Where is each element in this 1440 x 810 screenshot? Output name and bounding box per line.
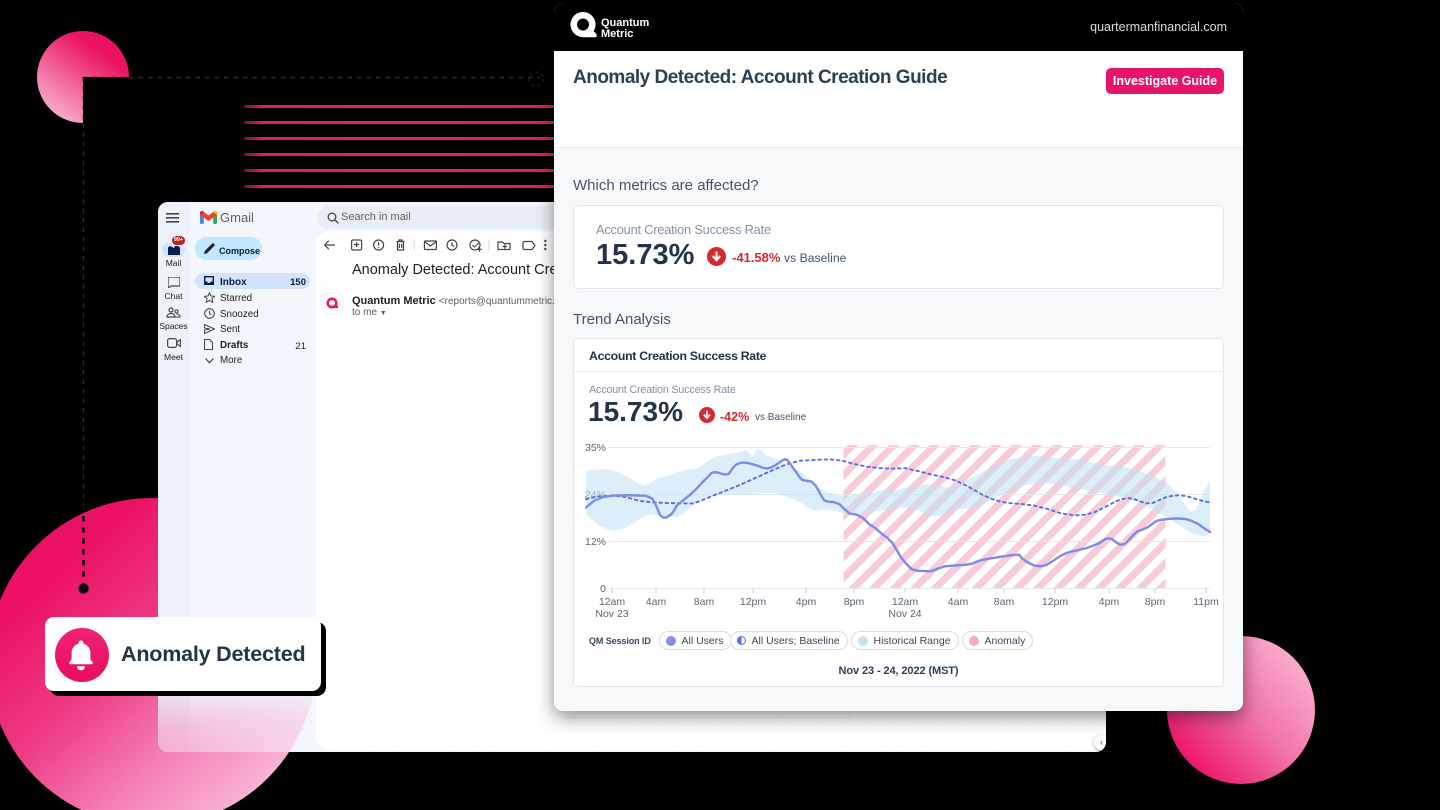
svg-text:Metric: Metric bbox=[601, 28, 633, 40]
svg-text:12%: 12% bbox=[585, 536, 606, 548]
svg-text:12pm: 12pm bbox=[740, 596, 767, 608]
svg-text:12pm: 12pm bbox=[1042, 596, 1069, 608]
svg-text:11pm: 11pm bbox=[1193, 596, 1219, 608]
svg-text:Quantum: Quantum bbox=[601, 17, 649, 29]
svg-text:8pm: 8pm bbox=[844, 596, 865, 608]
svg-text:Nov 24: Nov 24 bbox=[888, 608, 921, 620]
svg-text:0: 0 bbox=[600, 583, 606, 595]
svg-text:8am: 8am bbox=[994, 596, 1015, 608]
svg-text:12am: 12am bbox=[599, 596, 626, 608]
svg-text:4am: 4am bbox=[646, 596, 667, 608]
svg-text:Nov 23: Nov 23 bbox=[595, 608, 628, 620]
svg-text:35%: 35% bbox=[585, 442, 606, 454]
svg-text:4am: 4am bbox=[948, 596, 969, 608]
svg-text:8am: 8am bbox=[694, 596, 715, 608]
svg-text:4pm: 4pm bbox=[1099, 596, 1120, 608]
svg-text:12am: 12am bbox=[892, 596, 919, 608]
svg-text:8pm: 8pm bbox=[1145, 596, 1166, 608]
svg-text:4pm: 4pm bbox=[796, 596, 817, 608]
